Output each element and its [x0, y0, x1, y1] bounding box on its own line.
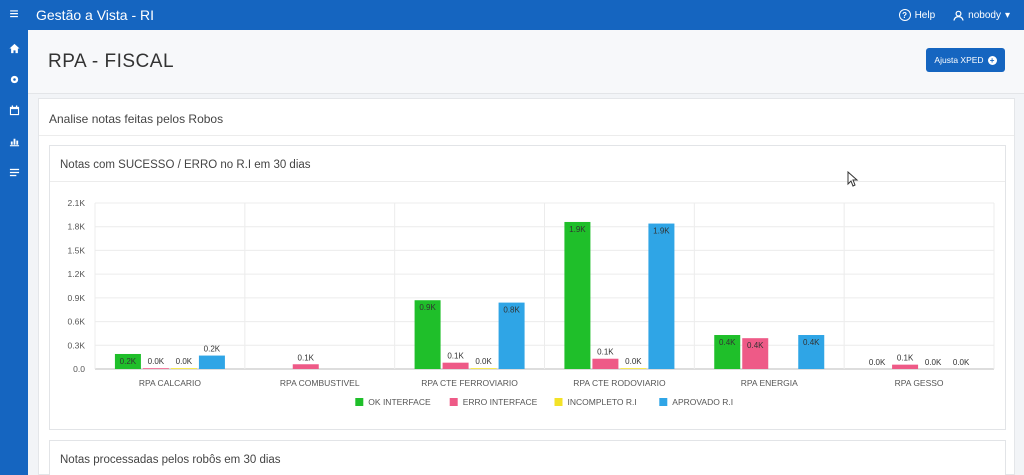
data-label: 0.1K — [447, 352, 464, 361]
bar — [414, 300, 441, 369]
legend-swatch — [355, 398, 364, 406]
divider — [39, 135, 1014, 136]
data-label: 0.1K — [597, 348, 614, 357]
bar — [142, 368, 169, 369]
x-tick-label: RPA ENERGIA — [741, 378, 798, 388]
calendar-icon — [9, 104, 19, 115]
ajusta-xped-button[interactable]: Ajusta XPED + — [926, 48, 1005, 72]
list-icon — [9, 168, 19, 176]
y-tick-label: 1.8K — [68, 222, 86, 232]
bar — [564, 221, 591, 369]
sidebar-item-home[interactable] — [0, 38, 28, 58]
bar — [620, 368, 647, 369]
sidebar-item-settings[interactable] — [0, 69, 28, 89]
user-label: nobody — [968, 9, 1001, 21]
processed-card: Notas processadas pelos robôs em 30 dias — [49, 440, 1006, 475]
bar — [170, 368, 197, 369]
y-tick-label: 0.0 — [73, 364, 85, 374]
legend-label: OK INTERFACE — [368, 397, 431, 407]
bar — [592, 358, 619, 369]
data-label: 1.9K — [653, 227, 670, 236]
chart-icon — [9, 138, 19, 146]
data-label: 0.0K — [148, 357, 165, 366]
legend-swatch — [659, 398, 668, 406]
bar — [292, 364, 319, 369]
region-title: Analise notas feitas pelos Robos — [49, 112, 224, 126]
data-label: 0.2K — [120, 357, 137, 366]
page-title: RPA - FISCAL — [48, 51, 175, 72]
data-label: 0.0K — [869, 358, 886, 367]
bar — [470, 368, 497, 369]
bar — [714, 335, 741, 369]
analysis-region: Analise notas feitas pelos Robos Notas c… — [38, 98, 1015, 475]
bar — [114, 353, 141, 369]
data-label: 0.4K — [803, 338, 820, 347]
help-link[interactable]: ? Help — [898, 9, 936, 21]
data-label: 0.4K — [719, 338, 736, 347]
bar — [442, 362, 469, 369]
data-label: 0.0K — [625, 357, 642, 366]
sidebar-item-reports[interactable] — [0, 131, 28, 151]
x-tick-label: RPA CTE RODOVIARIO — [573, 378, 666, 388]
bar — [798, 335, 825, 369]
page-header: RPA - FISCAL Ajusta XPED + — [28, 30, 1024, 94]
data-label: 0.1K — [897, 354, 914, 363]
data-label: 1.9K — [569, 225, 586, 234]
chart-card: Notas com SUCESSO / ERRO no R.I em 30 di… — [49, 145, 1006, 430]
x-tick-label: RPA CTE FERROVIARIO — [421, 378, 518, 388]
mouse-cursor-icon — [847, 171, 859, 187]
sidebar — [0, 30, 28, 475]
legend-label: ERRO INTERFACE — [463, 397, 538, 407]
legend-swatch — [554, 398, 563, 406]
help-label: Help — [914, 9, 936, 21]
y-tick-label: 1.5K — [68, 245, 86, 255]
chevron-down-icon: ▾ — [1004, 9, 1010, 21]
top-bar: ≡ Gestão a Vista - RI ? Help nobody ▾ — [0, 0, 1024, 30]
data-label: 0.0K — [953, 358, 970, 367]
y-tick-label: 0.6K — [68, 317, 86, 327]
app-title[interactable]: Gestão a Vista - RI — [36, 7, 155, 23]
y-tick-label: 1.2K — [68, 269, 86, 279]
divider — [50, 181, 1005, 182]
user-icon — [953, 10, 964, 21]
data-label: 0.1K — [298, 353, 315, 362]
help-icon: ? — [898, 9, 911, 21]
x-tick-label: RPA GESSO — [895, 378, 944, 388]
bar-chart: 0.0 0.3K 0.6K 0.9K 1.2K 1.5K 1.8K 2.1K 0.2K 0.0K 0… — [68, 198, 995, 407]
hamburger-menu-icon[interactable]: ≡ — [9, 6, 19, 23]
data-label: 0.8K — [503, 306, 520, 315]
sidebar-item-list[interactable] — [0, 162, 28, 182]
user-menu[interactable]: nobody ▾ — [953, 10, 1010, 21]
top-right-nav: ? Help nobody ▾ — [898, 9, 1024, 21]
data-label: 0.0K — [176, 357, 193, 366]
bar — [648, 223, 675, 369]
bar — [742, 338, 769, 369]
legend-label: APROVADO R.I — [672, 397, 733, 407]
x-tick-label: RPA CALCARIO — [139, 378, 202, 388]
bar — [498, 302, 525, 369]
data-label: 0.4K — [747, 341, 764, 350]
processed-card-title: Notas processadas pelos robôs em 30 dias — [60, 454, 281, 466]
chart-card-title: Notas com SUCESSO / ERRO no R.I em 30 di… — [60, 159, 311, 171]
y-tick-label: 2.1K — [68, 198, 86, 208]
plus-circle-icon: + — [987, 55, 997, 65]
y-tick-label: 0.9K — [68, 293, 86, 303]
data-label: 0.2K — [204, 345, 221, 354]
bar — [198, 355, 225, 369]
data-label: 0.0K — [925, 358, 942, 367]
data-label: 0.0K — [475, 357, 492, 366]
bar — [892, 364, 919, 369]
y-tick-label: 0.3K — [68, 340, 86, 350]
data-label: 0.9K — [419, 303, 436, 312]
x-tick-label: RPA COMBUSTIVEL — [280, 378, 360, 388]
home-icon — [8, 43, 20, 53]
legend-label: INCOMPLETO R.I — [568, 397, 637, 407]
gear-icon — [10, 75, 18, 83]
legend-swatch — [449, 398, 458, 406]
ajusta-xped-label: Ajusta XPED — [934, 55, 984, 65]
sidebar-item-calendar[interactable] — [0, 100, 28, 120]
